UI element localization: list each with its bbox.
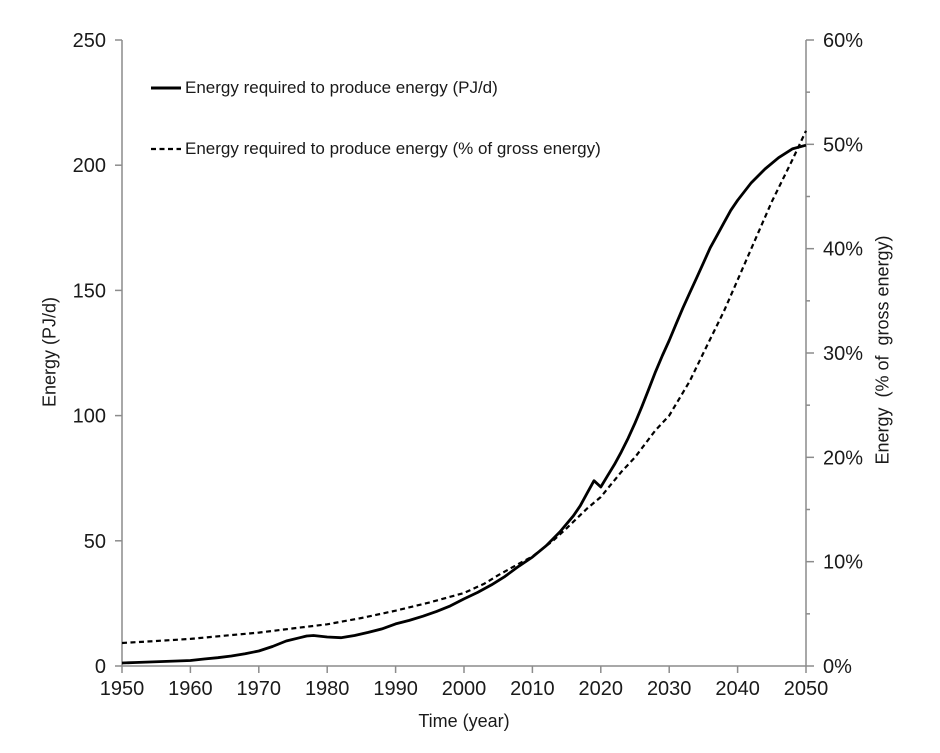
y-right-tick-label: 20% — [823, 447, 863, 469]
y-left-tick-label: 0 — [95, 656, 106, 678]
series-line-solid — [121, 143, 807, 665]
x-tick-label: 2050 — [784, 678, 829, 700]
y-left-tick-label: 100 — [73, 406, 106, 428]
y-right-tick-label: 10% — [823, 552, 863, 574]
x-tick-label: 1970 — [237, 678, 282, 700]
legend-item-percent: Energy required to produce energy (% of … — [150, 138, 601, 160]
x-tick-label: 1990 — [373, 678, 418, 700]
y-left-tick-label: 200 — [73, 155, 106, 177]
y-axis-left-title: Energy (PJ/d) — [39, 296, 60, 408]
x-tick-label: 2020 — [579, 678, 624, 700]
y-right-tick-label: 50% — [823, 134, 863, 156]
series-line-dashed — [121, 130, 807, 645]
y-right-tick-label: 40% — [823, 239, 863, 261]
y-left-tick-label: 250 — [73, 30, 106, 52]
legend-label-percent: Energy required to produce energy (% of … — [185, 139, 601, 158]
y-right-tick-label: 0% — [823, 656, 852, 678]
legend-dashed-line-sample — [151, 147, 181, 151]
y-left-tick-label: 150 — [73, 280, 106, 302]
x-tick-label: 2000 — [442, 678, 487, 700]
y-right-tick-label: 30% — [823, 343, 863, 365]
x-tick-label: 2040 — [715, 678, 760, 700]
x-tick-label: 1950 — [100, 678, 145, 700]
x-tick-label: 1960 — [168, 678, 213, 700]
x-tick-label: 2030 — [647, 678, 692, 700]
legend-solid-line-sample — [151, 86, 181, 90]
x-tick-label: 1980 — [305, 678, 350, 700]
legend-label-pjd: Energy required to produce energy (PJ/d) — [185, 78, 498, 97]
x-tick-label: 2010 — [510, 678, 555, 700]
y-left-tick-label: 50 — [84, 531, 106, 553]
y-axis-right-title: Energy (% of gross energy) — [872, 235, 893, 465]
legend-item-pjd: Energy required to produce energy (PJ/d) — [150, 77, 498, 99]
y-right-tick-label: 60% — [823, 30, 863, 52]
x-axis-title: Time (year) — [418, 711, 510, 731]
